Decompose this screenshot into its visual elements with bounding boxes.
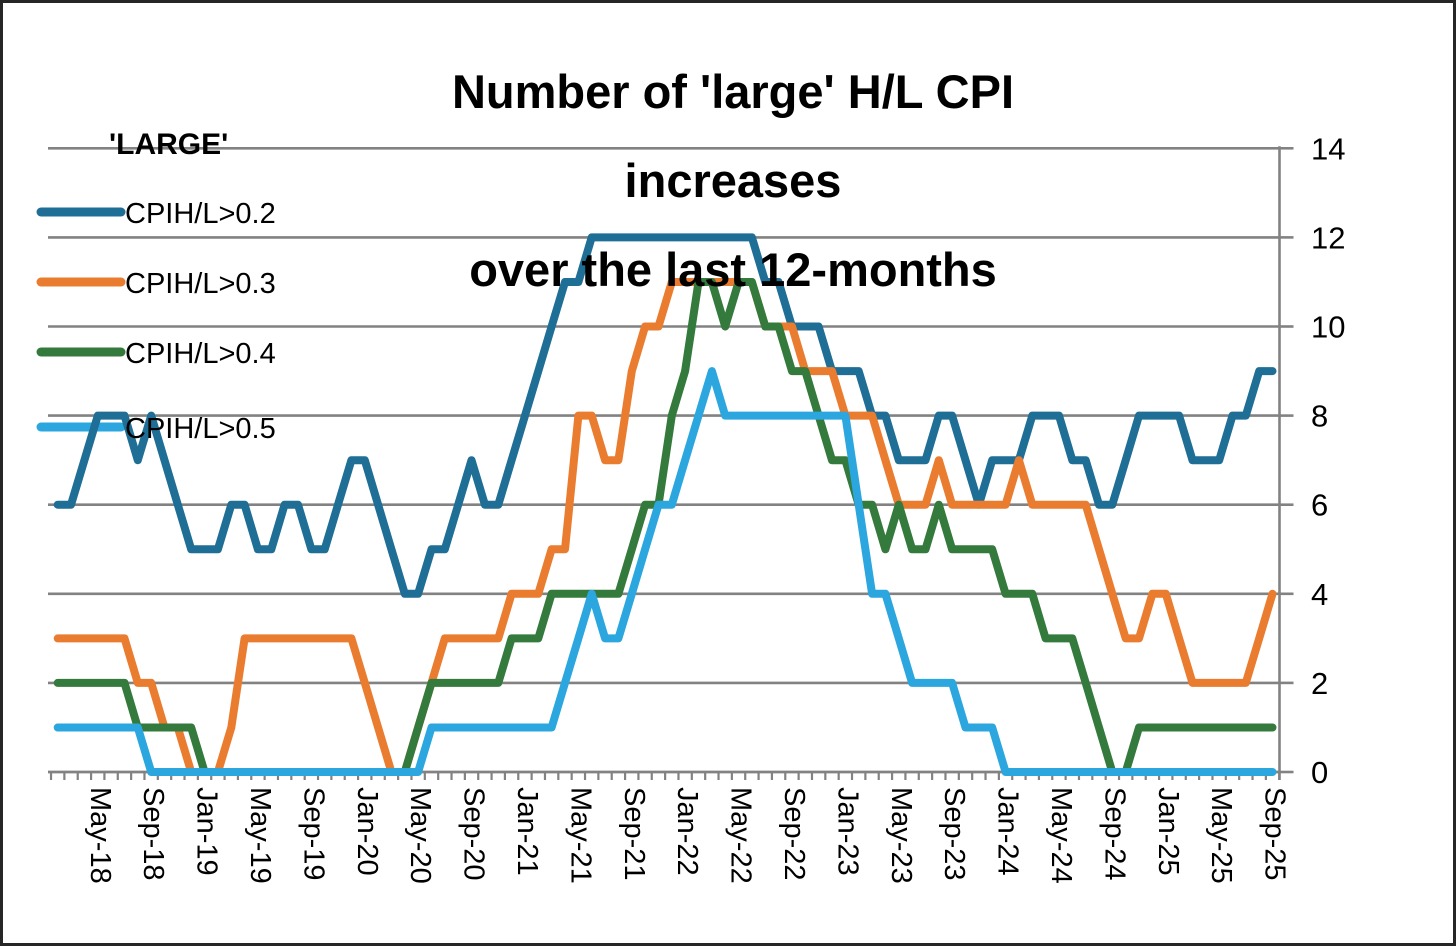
x-axis-label-May-18: May-18 <box>84 787 116 884</box>
chart-title-line3: over the last 12-months <box>469 243 997 296</box>
x-axis-label-May-22: May-22 <box>725 787 757 884</box>
legend-label-cpihl-0.4: CPIH/L>0.4 <box>125 338 276 370</box>
x-axis-label-May-21: May-21 <box>564 787 596 884</box>
x-axis-label-Jan-22: Jan-22 <box>671 787 703 876</box>
x-axis-label-Jan-25: Jan-25 <box>1152 787 1184 876</box>
series-line-CPIH/L>0.2 <box>53 233 1277 598</box>
chart-title-line1: Number of 'large' H/L CPI <box>451 65 1015 118</box>
x-axis-label-Sep-24: Sep-24 <box>1098 787 1130 881</box>
y-axis-label-12: 12 <box>1311 220 1345 255</box>
series-line-CPIH/L>0.3 <box>53 278 1277 776</box>
chart-title-line2: increases <box>624 154 842 207</box>
y-axis-label-0: 0 <box>1311 755 1328 790</box>
x-axis-label-Sep-19: Sep-19 <box>297 787 329 881</box>
y-axis-label-8: 8 <box>1311 399 1328 434</box>
x-axis-label-May-23: May-23 <box>885 787 917 884</box>
x-axis-label-Jan-19: Jan-19 <box>191 787 223 876</box>
x-axis-label-May-24: May-24 <box>1045 787 1077 884</box>
legend-label-cpihl-0.5: CPIH/L>0.5 <box>125 413 276 445</box>
x-axis-label-May-19: May-19 <box>244 787 276 884</box>
y-axis-label-6: 6 <box>1311 488 1328 523</box>
x-axis-label-May-25: May-25 <box>1205 787 1237 884</box>
x-axis-label-Sep-21: Sep-21 <box>618 787 650 881</box>
x-axis-label-Sep-20: Sep-20 <box>458 787 490 881</box>
x-axis-label-Sep-23: Sep-23 <box>938 787 970 881</box>
x-axis-label-Sep-25: Sep-25 <box>1259 787 1291 881</box>
x-axis-label-Jan-21: Jan-21 <box>511 787 543 876</box>
legend-label-cpihl-0.3: CPIH/L>0.3 <box>125 268 276 300</box>
legend-header: 'LARGE' <box>109 128 229 161</box>
y-axis-label-4: 4 <box>1311 577 1328 612</box>
x-axis-label-Sep-22: Sep-22 <box>778 787 810 881</box>
x-axis-label-Jan-20: Jan-20 <box>351 787 383 876</box>
x-axis-label-Jan-24: Jan-24 <box>992 787 1024 876</box>
legend-label-cpihl-0.2: CPIH/L>0.2 <box>125 198 276 230</box>
chart-title: Number of 'large' H/L CPI increases over… <box>233 47 1233 314</box>
series-line-CPIH/L>0.5 <box>53 367 1277 776</box>
x-axis-label-May-20: May-20 <box>404 787 436 884</box>
chart-canvas: 0 2 4 6 8 10 12 14 May-18 Sep-18 Jan-19 May-19 Sep-1… <box>36 131 1345 884</box>
x-axis-label-Jan-23: Jan-23 <box>831 787 863 876</box>
y-axis-label-2: 2 <box>1311 666 1328 701</box>
y-axis-label-14: 14 <box>1311 131 1345 166</box>
x-axis-label-Sep-18: Sep-18 <box>137 787 169 881</box>
y-axis-label-10: 10 <box>1311 310 1345 345</box>
